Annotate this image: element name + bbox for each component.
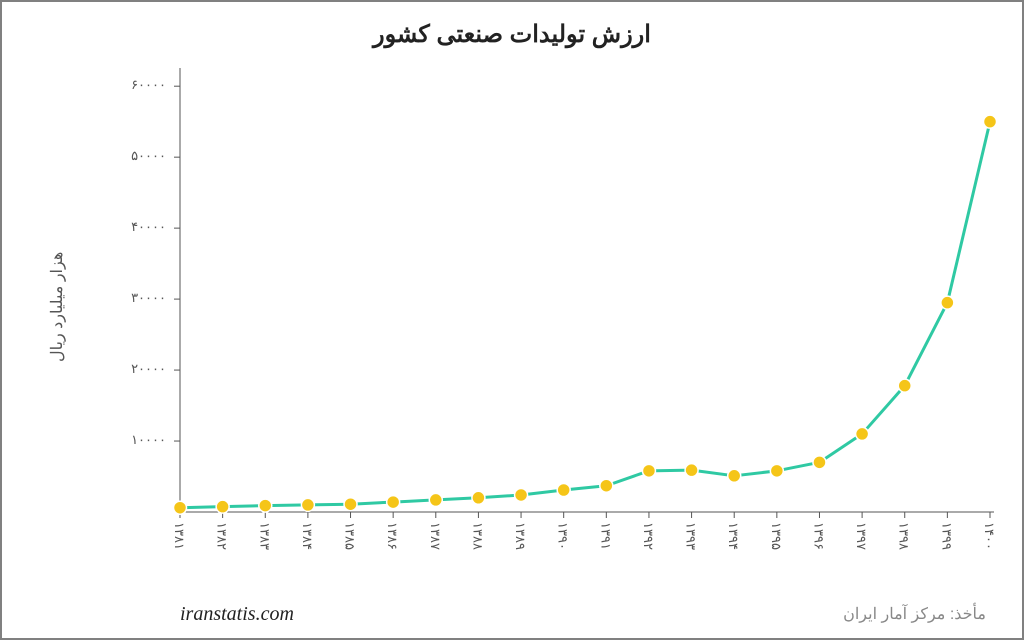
data-point [770, 464, 783, 477]
x-tick-label: ۱۳۹۲ [641, 522, 656, 550]
data-point [515, 488, 528, 501]
x-tick-label: ۱۳۹۳ [684, 522, 699, 550]
data-point [472, 491, 485, 504]
x-tick-label: ۱۳۸۵ [343, 522, 358, 550]
data-point [216, 500, 229, 513]
x-tick-label: ۱۳۸۱ [172, 522, 187, 550]
x-tick-label: ۱۳۹۹ [939, 522, 954, 550]
x-tick-label: ۱۳۸۷ [428, 522, 443, 550]
y-tick-label: ۵۰۰۰۰ [131, 148, 166, 164]
y-tick-label: ۳۰۰۰۰ [131, 290, 166, 306]
y-tick-label: ۱۰۰۰۰ [131, 432, 166, 448]
x-tick-label: ۱۳۸۲ [215, 522, 230, 550]
data-point [984, 115, 997, 128]
x-tick-label: ۱۳۸۹ [513, 522, 528, 550]
data-point [600, 479, 613, 492]
data-point [642, 464, 655, 477]
x-tick-label: ۱۳۸۳ [257, 522, 272, 550]
x-tick-label: ۱۳۹۱ [598, 522, 613, 550]
data-point [685, 464, 698, 477]
data-point [728, 469, 741, 482]
data-point [429, 493, 442, 506]
x-tick-label: ۱۳۹۸ [897, 522, 912, 550]
y-tick-label: ۲۰۰۰۰ [131, 361, 166, 377]
y-tick-label: ۴۰۰۰۰ [131, 219, 166, 235]
series-line [180, 122, 990, 508]
x-tick-label: ۱۴۰۰ [982, 522, 997, 550]
source-label: مأخذ: مرکز آمار ایران [843, 604, 986, 624]
x-tick-label: ۱۳۹۷ [854, 522, 869, 550]
data-point [856, 427, 869, 440]
data-point [941, 296, 954, 309]
chart-frame: { "chart": { "type": "line", "title": "ا… [0, 0, 1024, 640]
x-tick-label: ۱۳۸۸ [470, 522, 485, 550]
data-point [344, 498, 357, 511]
data-point [259, 499, 272, 512]
y-tick-label: ۶۰۰۰۰ [131, 77, 166, 93]
x-tick-label: ۱۳۹۶ [811, 522, 826, 550]
x-tick-label: ۱۳۸۴ [300, 522, 315, 550]
data-point [557, 484, 570, 497]
data-point [387, 496, 400, 509]
x-tick-label: ۱۳۸۶ [385, 522, 400, 550]
x-tick-label: ۱۳۹۰ [556, 522, 571, 550]
x-tick-label: ۱۳۹۵ [769, 522, 784, 550]
data-point [174, 501, 187, 514]
data-point [898, 379, 911, 392]
data-point [813, 456, 826, 469]
watermark: iranstatis.com [180, 603, 294, 626]
data-point [301, 498, 314, 511]
x-tick-label: ۱۳۹۴ [726, 522, 741, 550]
